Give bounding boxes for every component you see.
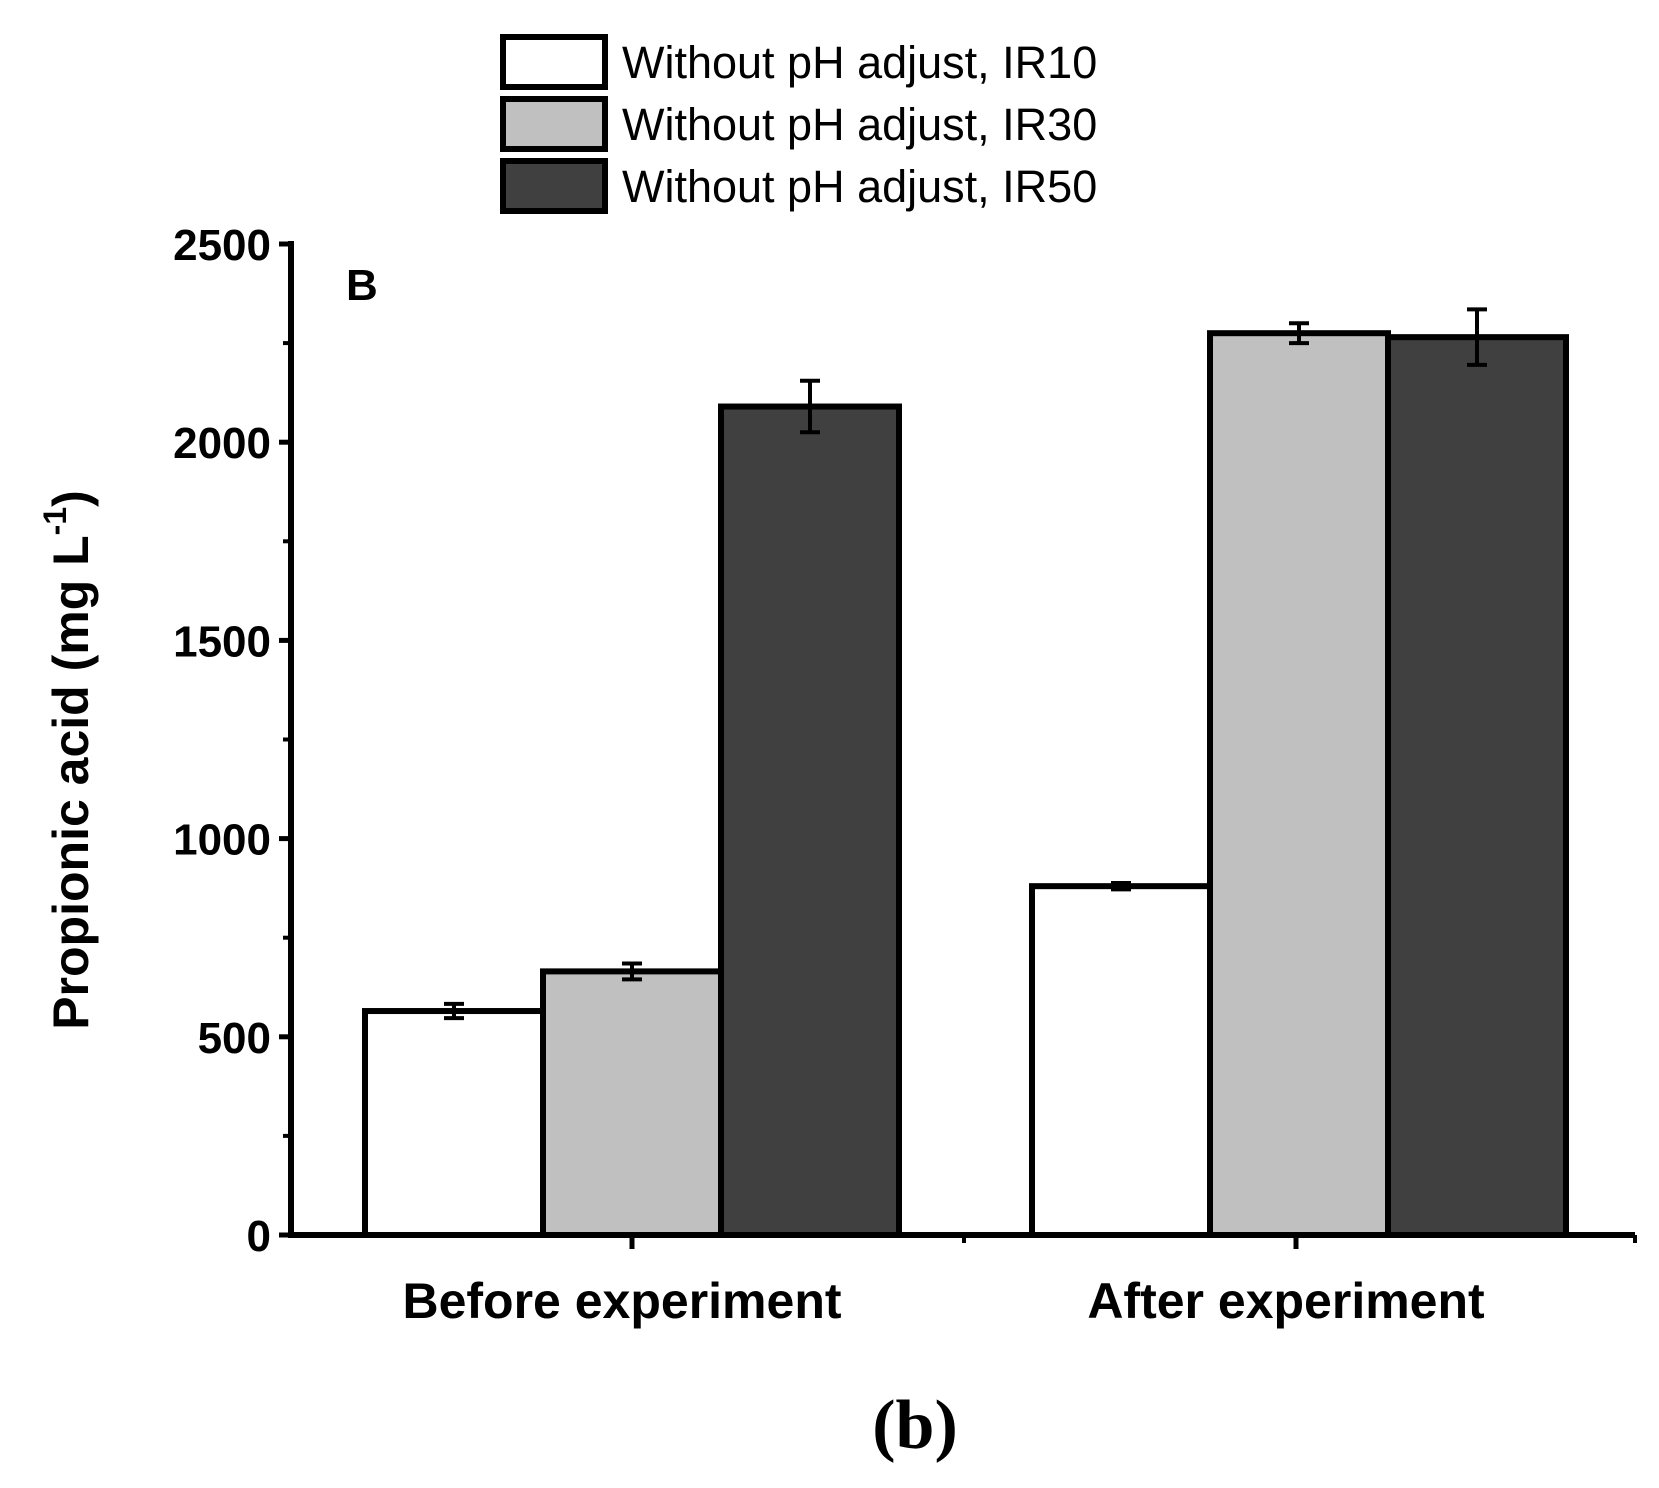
bar-3-1 [718, 403, 902, 1238]
legend-swatch-3 [500, 158, 608, 214]
axes-layer: 0 500 1000 1500 2000 2500 Before experiment Aft… [173, 221, 1637, 1329]
figure-caption: (b) [872, 1387, 958, 1464]
legend-swatch-2 [500, 96, 608, 152]
panel-letter: B [346, 261, 378, 310]
legend: Without pH adjust, IR10 Without pH adjust… [500, 34, 1097, 214]
legend-label-2: Without pH adjust, IR30 [622, 99, 1097, 150]
y-tick-label-0: 0 [247, 1212, 271, 1261]
y-tick-label-1: 500 [198, 1014, 271, 1063]
y-tick-label-3: 1500 [173, 617, 271, 666]
y-tick-label-5: 2500 [173, 221, 271, 270]
y-tick-label-4: 2000 [173, 419, 271, 468]
bar-2-1 [540, 968, 724, 1238]
y-tick-label-2: 1000 [173, 816, 271, 865]
y-axis-label-superscript: -1 [37, 507, 73, 535]
bar-3-2 [1385, 334, 1569, 1238]
bars-layer [362, 330, 1569, 1239]
x-category-label-0: Before experiment [402, 1273, 841, 1329]
error-bars-layer [444, 307, 1487, 1021]
bar-1-2 [1029, 883, 1213, 1239]
bar-2-2 [1207, 330, 1391, 1238]
y-axis-label-close: ) [43, 490, 99, 507]
bar-1-1 [362, 1008, 546, 1238]
x-category-label-1: After experiment [1087, 1273, 1485, 1329]
y-axis-label: Propionic acid (mg L-1) [37, 490, 99, 1030]
legend-swatch-1 [500, 34, 608, 90]
legend-label-3: Without pH adjust, IR50 [622, 161, 1097, 212]
y-axis-label-main: Propionic acid (mg L [43, 535, 99, 1029]
legend-label-1: Without pH adjust, IR10 [622, 37, 1097, 88]
